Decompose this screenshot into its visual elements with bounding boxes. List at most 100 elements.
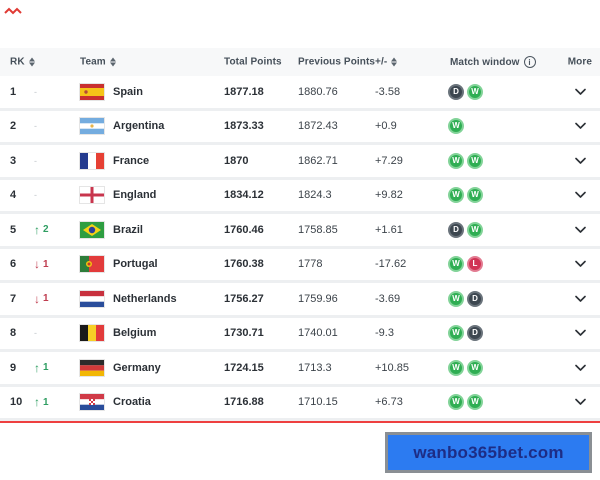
team-name: Belgium — [113, 327, 157, 340]
total-points-value: 1870 — [224, 154, 249, 167]
rank-value: 6 — [10, 258, 17, 271]
match-result-draw-badge: D — [448, 83, 464, 100]
rank-value: 8 — [10, 327, 17, 340]
column-header-match-window-label: Match window — [450, 56, 520, 68]
total-points-value: 1730.71 — [224, 327, 264, 340]
rank-change: ↓ 1 — [34, 258, 49, 270]
match-result-win-badge: W — [467, 394, 483, 411]
match-result-win-badge: W — [467, 359, 483, 376]
brazil-flag-icon — [80, 221, 104, 238]
column-header-rk-label: RK — [10, 56, 25, 68]
info-icon[interactable]: i — [523, 56, 536, 68]
total-points-value: 1834.12 — [224, 189, 264, 202]
plus-minus-value: +9.82 — [375, 189, 403, 202]
expand-row-button[interactable] — [575, 122, 586, 130]
expand-row-button[interactable] — [575, 260, 586, 268]
rank-value: 3 — [10, 154, 17, 167]
previous-points-value: 1758.85 — [298, 223, 338, 236]
match-result-win-badge: W — [467, 83, 483, 100]
argentina-flag-icon — [80, 118, 104, 135]
match-result-win-badge: W — [467, 187, 483, 204]
expand-row-button[interactable] — [575, 364, 586, 371]
match-result-win-badge: W — [448, 394, 464, 411]
expand-row-button[interactable] — [575, 88, 586, 95]
plus-minus-value: +7.29 — [375, 154, 403, 167]
rank-value: 9 — [10, 361, 17, 374]
table-row[interactable]: 7 ↓ 1 Netherlands 1756.27 1759.96 -3.69 W… — [0, 283, 600, 318]
ad-banner[interactable]: wanbo365bet.com — [385, 432, 592, 473]
match-result-win-badge: W — [448, 359, 464, 376]
sort-icon[interactable] — [28, 57, 35, 67]
match-result-win-badge: W — [448, 152, 464, 169]
expand-row-button[interactable] — [575, 226, 586, 233]
rank-change: ↑ 1 — [34, 396, 49, 408]
expand-row-button[interactable] — [575, 295, 586, 302]
column-header-total-points-label: Total Points — [224, 56, 282, 68]
rank-change-value: 1 — [43, 293, 49, 305]
column-header-previous-points-label: Previous Points — [298, 56, 376, 68]
expand-row-button[interactable] — [575, 398, 586, 406]
plus-minus-value: -3.58 — [375, 85, 401, 98]
plus-minus-value: -3.69 — [375, 292, 401, 305]
team-name: France — [113, 154, 150, 167]
match-result-draw-badge: D — [448, 221, 464, 238]
previous-points-value: 1759.96 — [298, 292, 338, 305]
plus-minus-value: +6.73 — [375, 396, 403, 409]
england-flag-icon — [80, 187, 104, 204]
column-header-more: More — [568, 57, 592, 68]
column-header-more-label: More — [567, 56, 592, 68]
table-row[interactable]: 2 - Argentina 1873.33 1872.43 +0.9 W — [0, 110, 600, 145]
previous-points-value: 1862.71 — [298, 154, 338, 167]
rank-change: ↑ 1 — [34, 362, 49, 374]
rank-value: 4 — [10, 189, 17, 202]
expand-row-button[interactable] — [575, 157, 586, 164]
expand-row-button[interactable] — [575, 191, 586, 199]
total-points-value: 1760.38 — [224, 258, 264, 271]
column-header-rk[interactable]: RK — [10, 57, 35, 68]
rank-value: 7 — [10, 292, 17, 305]
rank-down-icon: ↓ — [34, 257, 40, 272]
total-points-value: 1873.33 — [224, 120, 264, 133]
total-points-value: 1756.27 — [224, 292, 264, 305]
column-header-plus-minus[interactable]: +/- — [375, 57, 398, 68]
sort-icon[interactable] — [109, 57, 116, 67]
column-header-total-points: Total Points — [224, 57, 282, 68]
netherlands-flag-icon — [80, 290, 104, 307]
rank-value: 1 — [10, 85, 17, 98]
france-flag-icon — [80, 152, 104, 169]
rank-change: ↑ 2 — [34, 224, 49, 236]
total-points-value: 1724.15 — [224, 361, 264, 374]
previous-points-value: 1824.3 — [298, 189, 332, 202]
team-name: Netherlands — [113, 292, 177, 305]
expand-row-button[interactable] — [575, 329, 586, 337]
previous-points-value: 1740.01 — [298, 327, 338, 340]
column-header-team[interactable]: Team — [80, 57, 116, 68]
column-header-team-label: Team — [80, 56, 106, 68]
germany-flag-icon — [80, 359, 104, 376]
plus-minus-value: +10.85 — [375, 361, 409, 374]
sort-icon[interactable] — [391, 57, 398, 67]
plus-minus-value: -9.3 — [375, 327, 394, 340]
table-header: RK Team Total Points Previous Points +/-… — [0, 48, 600, 76]
previous-points-value: 1713.3 — [298, 361, 332, 374]
column-header-match-window: Match window i — [450, 56, 536, 68]
team-name: England — [113, 189, 157, 202]
rank-change-value: 2 — [43, 224, 49, 236]
plus-minus-value: +1.61 — [375, 223, 403, 236]
